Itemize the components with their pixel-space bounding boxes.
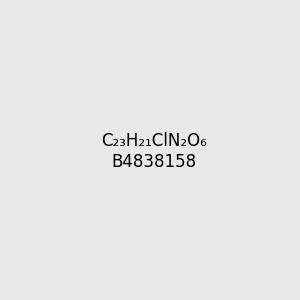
Text: C₂₃H₂₁ClN₂O₆
B4838158: C₂₃H₂₁ClN₂O₆ B4838158 (101, 132, 207, 171)
